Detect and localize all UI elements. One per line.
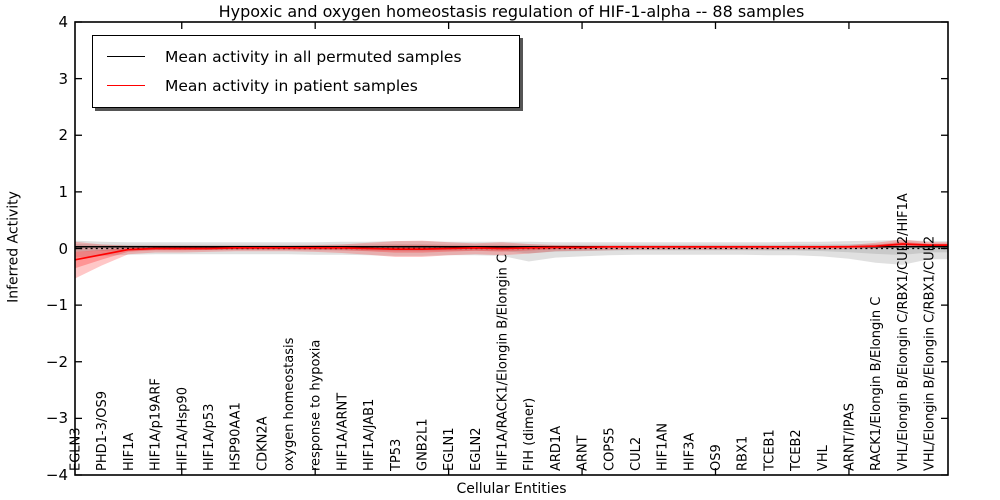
y-tick-label: 1 xyxy=(58,182,68,201)
legend: Mean activity in all permuted samples Me… xyxy=(92,35,520,108)
y-axis-label: Inferred Activity xyxy=(5,191,22,303)
patient-line-icon xyxy=(107,85,145,86)
x-category-label: PHD1-3/OS9 xyxy=(95,391,110,471)
x-category-label: HIF1AN xyxy=(656,423,671,471)
x-category-label: response to hypoxia xyxy=(309,340,324,471)
y-tick-label: 2 xyxy=(58,126,68,145)
x-category-label: ARNT/IPAS xyxy=(842,403,857,471)
x-category-label: HIF1A/JAB1 xyxy=(362,399,377,471)
x-category-label: CDKN2A xyxy=(255,416,270,471)
x-category-label: ARD1A xyxy=(549,426,564,471)
x-category-label: FIH (dimer) xyxy=(522,398,537,471)
x-category-label: TP53 xyxy=(389,439,404,472)
x-category-label: CUL2 xyxy=(629,437,644,471)
x-category-label: TCEB2 xyxy=(789,429,804,472)
x-category-label: HIF1A/ARNT xyxy=(335,393,350,471)
x-category-label: HIF1A/p53 xyxy=(202,404,217,471)
x-axis-label: Cellular Entities xyxy=(456,481,567,497)
x-category-label: GNB2L1 xyxy=(415,418,430,471)
y-tick-label: 4 xyxy=(58,13,68,31)
x-category-label: HIF1A/Hsp90 xyxy=(175,387,190,471)
y-tick-label: 3 xyxy=(58,69,68,88)
x-category-label: ARNT xyxy=(576,435,591,471)
legend-label-permuted: Mean activity in all permuted samples xyxy=(165,47,462,66)
patient-band xyxy=(75,239,948,279)
y-tick-label: −3 xyxy=(45,409,68,428)
x-category-label: EGLN1 xyxy=(442,427,457,471)
x-category-label: HIF1A/RACK1/Elongin B/Elongin C xyxy=(496,254,511,471)
x-category-label: HSP90AA1 xyxy=(229,402,244,471)
x-category-label: VHL/Elongin B/Elongin C/RBX1/CUL2 xyxy=(923,236,938,471)
permuted-line-icon xyxy=(107,56,145,57)
x-category-label: VHL xyxy=(816,444,831,471)
x-category-label: EGLN3 xyxy=(69,427,84,471)
y-tick-label: 0 xyxy=(58,239,68,258)
chart-title: Hypoxic and oxygen homeostasis regulatio… xyxy=(218,2,805,21)
x-category-label: COPS5 xyxy=(602,427,617,471)
x-category-label: RACK1/Elongin B/Elongin C xyxy=(869,297,884,471)
x-category-label: RBX1 xyxy=(736,436,751,471)
x-category-label: HIF1A xyxy=(122,433,137,471)
x-category-label: HIF3A xyxy=(682,433,697,471)
patient-mean-line xyxy=(74,243,948,261)
x-category-label: TCEB1 xyxy=(762,429,777,472)
x-category-label: oxygen homeostasis xyxy=(282,337,297,471)
y-tick-label: −1 xyxy=(45,296,68,315)
x-category-label: HIF1A/p19ARF xyxy=(149,378,164,471)
y-tick-label: −2 xyxy=(45,352,68,371)
legend-item-patient: Mean activity in patient samples xyxy=(107,71,509,100)
x-category-label: VHL/Elongin B/Elongin C/RBX1/CUL2/HIF1A xyxy=(896,193,911,471)
legend-label-patient: Mean activity in patient samples xyxy=(165,76,418,95)
x-category-label: OS9 xyxy=(709,444,724,471)
legend-item-permuted: Mean activity in all permuted samples xyxy=(107,42,509,71)
x-category-label: EGLN2 xyxy=(469,427,484,471)
y-tick-label: −4 xyxy=(45,466,68,484)
